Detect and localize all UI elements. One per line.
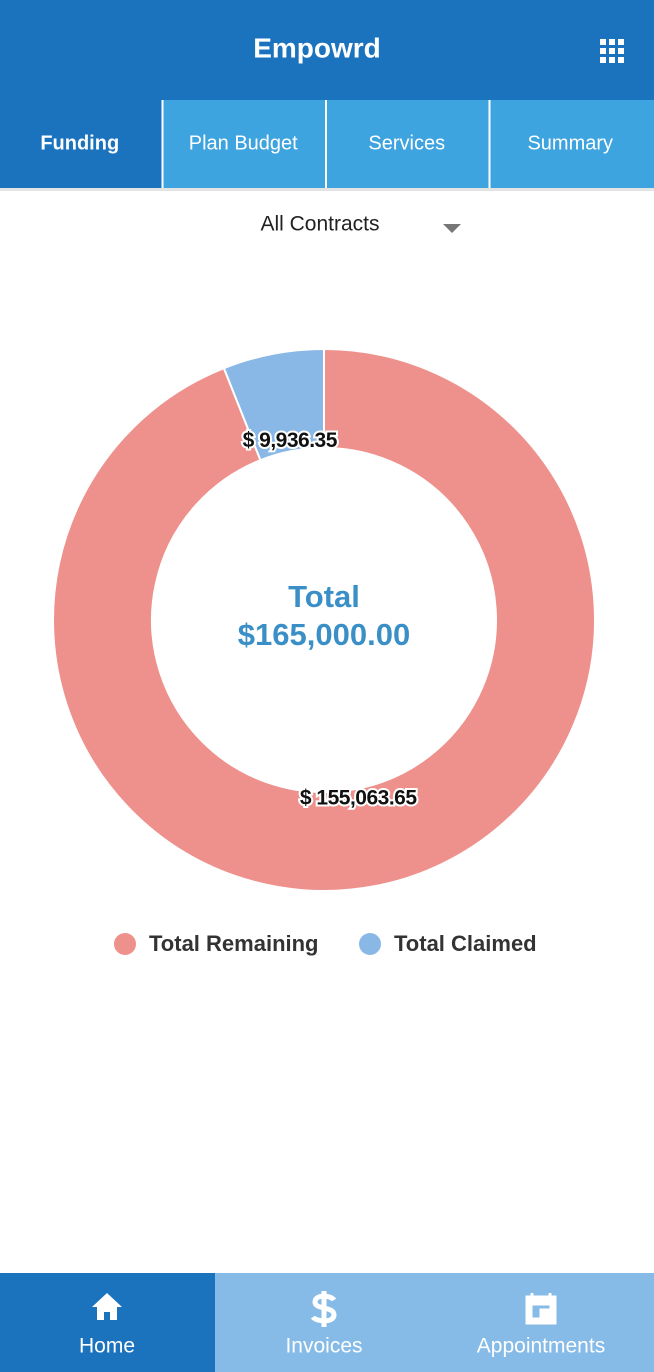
nav-label: Home xyxy=(79,1335,135,1358)
tab-label: Summary xyxy=(527,132,613,154)
tab-shadow xyxy=(0,188,654,191)
nav-active xyxy=(0,1273,215,1372)
legend-entry: Total Remaining xyxy=(114,931,319,956)
tab-bar: Funding Plan Budget Services Summary xyxy=(0,100,654,191)
nav-icon xyxy=(92,1293,122,1320)
tab-background xyxy=(490,100,654,188)
tab[interactable]: Services xyxy=(327,100,489,188)
dropdown[interactable]: All Contracts xyxy=(260,213,461,236)
tab[interactable]: Plan Budget xyxy=(163,100,326,188)
donut-chart: $ 155,063.65 $ 9,936.35 Total$165,000.00 To… xyxy=(52,347,596,956)
nav-label: Appointments xyxy=(477,1335,605,1358)
nav-icon xyxy=(310,1291,337,1327)
tab-background xyxy=(0,100,162,188)
app-title: Empowrd xyxy=(253,32,381,63)
nav-icon xyxy=(525,1293,557,1325)
legend-swatch xyxy=(359,933,381,955)
tab-background xyxy=(163,100,325,188)
nav-item[interactable]: Appointments xyxy=(477,1293,605,1358)
center-text: $165,000.00 xyxy=(238,617,410,652)
legend-entry: Total Claimed xyxy=(359,931,537,956)
legend-label: Total Remaining xyxy=(149,931,319,956)
dropdown-arrow xyxy=(443,224,461,233)
tab[interactable]: Funding xyxy=(0,100,162,188)
donut-segment xyxy=(52,347,596,892)
legend-label: Total Claimed xyxy=(394,931,537,956)
tab-label: Plan Budget xyxy=(189,132,298,154)
bottom-nav: Home Invoices Appointments xyxy=(0,1273,654,1372)
nav-item[interactable]: Home xyxy=(79,1293,135,1358)
nav-label: Invoices xyxy=(285,1335,362,1358)
value-label: $ 155,063.65 xyxy=(300,786,417,809)
nav-item[interactable]: Invoices xyxy=(285,1291,363,1358)
legend-swatch xyxy=(114,933,136,955)
header-bar xyxy=(0,0,654,100)
tab[interactable]: Summary xyxy=(490,100,654,188)
tab-label: Services xyxy=(368,132,445,154)
tab-label: Funding xyxy=(40,132,119,154)
grid-menu-icon[interactable] xyxy=(600,39,624,63)
tab-background xyxy=(327,100,489,188)
value-label: $ 9,936.35 xyxy=(243,429,338,452)
center-text: Total xyxy=(288,579,360,614)
donut-segment xyxy=(222,347,325,462)
dropdown-label: All Contracts xyxy=(260,213,379,236)
